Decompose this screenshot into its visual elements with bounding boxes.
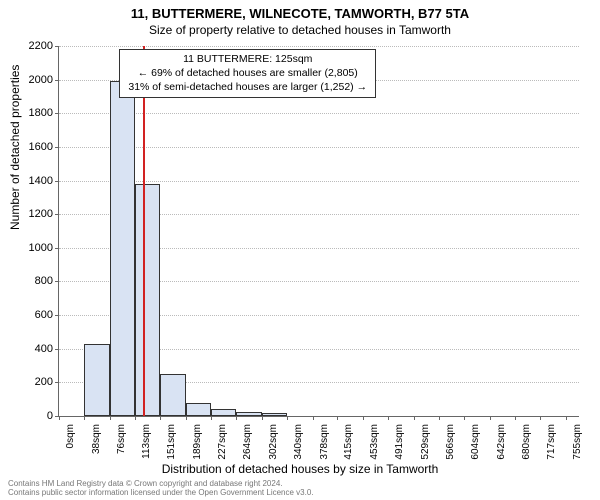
annotation-box: 11 BUTTERMERE: 125sqm← 69% of detached h… [119, 49, 376, 98]
grid-line [59, 147, 579, 148]
y-tick-label: 800 [13, 275, 53, 287]
y-tick-mark [55, 315, 59, 316]
x-tick-mark [313, 416, 314, 420]
y-tick-label: 600 [13, 309, 53, 321]
histogram-bar [160, 374, 185, 416]
y-tick-mark [55, 46, 59, 47]
footer-line: Contains public sector information licen… [8, 488, 314, 498]
footer-attribution: Contains HM Land Registry data © Crown c… [8, 479, 314, 498]
x-tick-mark [236, 416, 237, 420]
histogram-bar [186, 403, 211, 416]
histogram-bar [236, 412, 261, 416]
x-tick-mark [287, 416, 288, 420]
y-tick-label: 1200 [13, 208, 53, 220]
y-tick-mark [55, 147, 59, 148]
y-tick-mark [55, 248, 59, 249]
y-tick-mark [55, 80, 59, 81]
x-tick-mark [160, 416, 161, 420]
y-tick-mark [55, 181, 59, 182]
x-tick-mark [110, 416, 111, 420]
y-tick-label: 1600 [13, 141, 53, 153]
annotation-line: 31% of semi-detached houses are larger (… [128, 81, 367, 95]
y-tick-label: 0 [13, 410, 53, 422]
x-tick-mark [135, 416, 136, 420]
x-tick-mark [490, 416, 491, 420]
y-tick-mark [55, 113, 59, 114]
y-tick-mark [55, 214, 59, 215]
y-tick-label: 1400 [13, 175, 53, 187]
y-tick-label: 1000 [13, 242, 53, 254]
x-tick-mark [84, 416, 85, 420]
reference-line [143, 46, 145, 416]
histogram-bar [110, 81, 135, 416]
histogram-bar [211, 409, 236, 416]
x-tick-mark [515, 416, 516, 420]
histogram-bar [262, 413, 287, 416]
y-tick-mark [55, 382, 59, 383]
y-tick-label: 1800 [13, 107, 53, 119]
y-tick-mark [55, 349, 59, 350]
histogram-bar [135, 184, 160, 416]
y-tick-label: 2200 [13, 40, 53, 52]
x-tick-mark [59, 416, 60, 420]
x-tick-mark [211, 416, 212, 420]
plot-area: 0200400600800100012001400160018002000220… [58, 46, 578, 416]
chart-title: 11, BUTTERMERE, WILNECOTE, TAMWORTH, B77… [0, 0, 600, 23]
x-axis-label: Distribution of detached houses by size … [0, 462, 600, 476]
y-tick-label: 2000 [13, 74, 53, 86]
histogram-bar [84, 344, 109, 416]
grid-line [59, 46, 579, 47]
x-tick-mark [464, 416, 465, 420]
annotation-line: ← 69% of detached houses are smaller (2,… [128, 67, 367, 81]
x-tick-mark [388, 416, 389, 420]
grid-line [59, 181, 579, 182]
grid-line [59, 113, 579, 114]
x-tick-mark [262, 416, 263, 420]
x-tick-mark [540, 416, 541, 420]
x-tick-mark [566, 416, 567, 420]
y-tick-label: 400 [13, 343, 53, 355]
footer-line: Contains HM Land Registry data © Crown c… [8, 479, 314, 489]
y-tick-label: 200 [13, 376, 53, 388]
chart-subtitle: Size of property relative to detached ho… [0, 23, 600, 37]
x-tick-mark [414, 416, 415, 420]
x-tick-mark [186, 416, 187, 420]
x-tick-mark [439, 416, 440, 420]
y-tick-mark [55, 281, 59, 282]
annotation-line: 11 BUTTERMERE: 125sqm [128, 53, 367, 67]
x-tick-mark [363, 416, 364, 420]
x-tick-mark [337, 416, 338, 420]
